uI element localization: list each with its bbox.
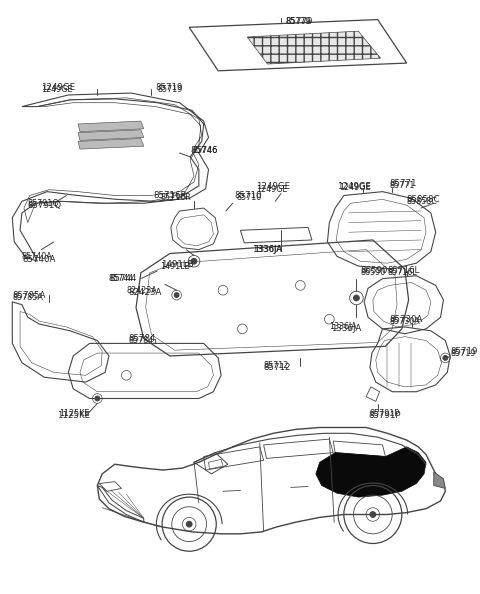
Text: 85712: 85712 [264, 363, 291, 372]
Text: 85740A: 85740A [22, 252, 53, 261]
Text: 86590: 86590 [360, 268, 385, 277]
Text: 1336JA: 1336JA [329, 323, 357, 331]
Text: 85746: 85746 [190, 146, 217, 154]
Text: 85716R: 85716R [154, 191, 187, 200]
Text: 85719: 85719 [156, 83, 183, 91]
Text: 85719: 85719 [450, 347, 478, 356]
Text: 1249GE: 1249GE [339, 184, 371, 192]
Text: 82423A: 82423A [128, 287, 162, 296]
Text: 85791Q: 85791Q [28, 201, 62, 210]
Text: 85858C: 85858C [407, 197, 438, 206]
Polygon shape [316, 447, 426, 497]
Text: 85791Q: 85791Q [28, 199, 60, 208]
Polygon shape [434, 472, 445, 488]
Text: 85719: 85719 [450, 349, 476, 358]
Text: 85746: 85746 [192, 146, 217, 154]
Text: 1249GE: 1249GE [256, 182, 290, 191]
Circle shape [191, 258, 197, 264]
Text: 1336JA: 1336JA [331, 324, 361, 333]
Text: 85740A: 85740A [22, 255, 55, 264]
Text: 85710: 85710 [237, 193, 262, 202]
Text: 1125KE: 1125KE [59, 409, 89, 418]
Circle shape [186, 522, 192, 527]
Text: 85716L: 85716L [387, 266, 420, 276]
Circle shape [353, 295, 360, 301]
Text: 82423A: 82423A [126, 286, 157, 295]
Polygon shape [78, 138, 144, 149]
Text: 1491LB: 1491LB [160, 261, 190, 271]
Text: 85716L: 85716L [387, 268, 417, 277]
Polygon shape [78, 121, 144, 132]
Circle shape [370, 511, 376, 517]
Text: 1249GE: 1249GE [256, 185, 288, 194]
Text: 85784: 85784 [128, 334, 156, 343]
Text: 85730A: 85730A [389, 315, 423, 324]
Text: 1336JA: 1336JA [254, 245, 282, 254]
Text: 85771: 85771 [389, 179, 417, 188]
Text: 1491LB: 1491LB [161, 260, 194, 268]
Text: 85710: 85710 [235, 191, 262, 200]
Text: 85779: 85779 [286, 17, 313, 26]
Text: 1249GE: 1249GE [41, 85, 73, 94]
Text: 85779: 85779 [286, 17, 312, 26]
Polygon shape [247, 31, 381, 64]
Circle shape [443, 355, 448, 361]
Text: 85712: 85712 [264, 361, 289, 370]
Text: 85730A: 85730A [389, 317, 420, 326]
Text: 85785A: 85785A [12, 290, 46, 299]
Text: 1336JA: 1336JA [252, 245, 282, 254]
Circle shape [95, 396, 100, 401]
Text: 85771: 85771 [389, 181, 415, 190]
Text: 86590: 86590 [360, 266, 388, 276]
Text: 85791P: 85791P [368, 412, 400, 421]
Text: 1249GE: 1249GE [41, 83, 75, 91]
Text: 1249GE: 1249GE [337, 182, 371, 191]
Text: 85858C: 85858C [407, 195, 440, 204]
Text: 85716R: 85716R [160, 193, 191, 202]
Text: 85784: 85784 [128, 336, 154, 345]
Polygon shape [78, 129, 144, 140]
Text: 85744: 85744 [109, 274, 134, 283]
Circle shape [174, 293, 179, 298]
Text: 85719: 85719 [157, 85, 183, 94]
Text: 85744: 85744 [109, 274, 136, 283]
Text: 1125KE: 1125KE [57, 412, 90, 421]
Text: 85785A: 85785A [12, 293, 43, 302]
Text: 85791P: 85791P [370, 409, 400, 418]
